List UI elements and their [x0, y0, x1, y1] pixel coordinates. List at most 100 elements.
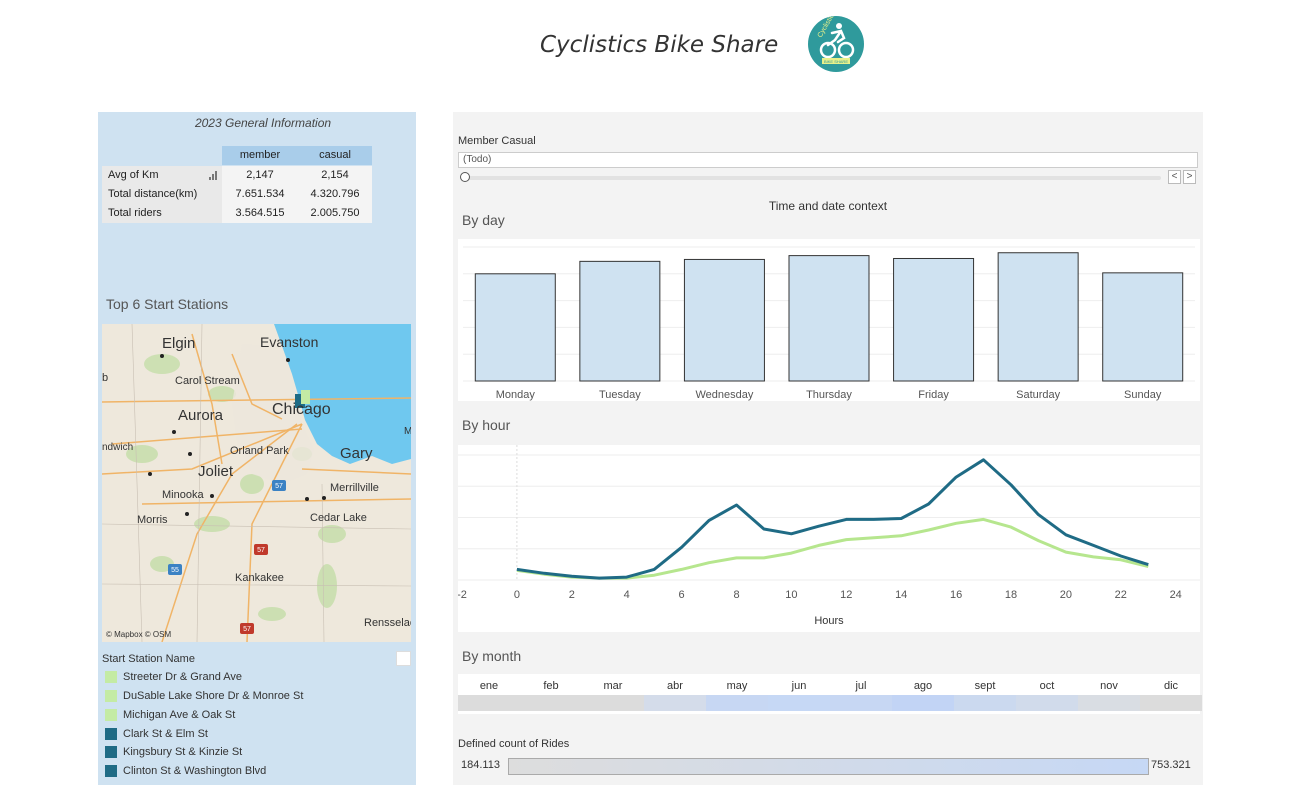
- month-label: ene: [479, 680, 499, 692]
- member-value: 3.564.515: [222, 204, 298, 223]
- month-cell[interactable]: [520, 695, 582, 711]
- day-bar[interactable]: [683, 258, 765, 382]
- highway-shield-icon: 57: [240, 623, 254, 634]
- casual-value: 4.320.796: [298, 185, 372, 204]
- by-hour-chart[interactable]: -2 0 2 4 6 8 10 12 14 16 18 20 22 24 Hours: [457, 445, 1200, 632]
- map-label: Joliet: [198, 463, 234, 480]
- map-label: Cedar Lake: [310, 512, 367, 524]
- month-cell[interactable]: [892, 695, 954, 711]
- sort-bars-icon[interactable]: [208, 171, 218, 180]
- hour-tick-label: 24: [1170, 589, 1182, 601]
- casual-value: 2,154: [298, 166, 372, 185]
- legend-label: Clark St & Elm St: [123, 728, 208, 740]
- filter-slider-handle[interactable]: [460, 172, 470, 182]
- day-tick-label: Friday: [918, 389, 949, 401]
- day-tick-label: Thursday: [806, 389, 852, 401]
- right-panel: Member Casual (Todo) < > Time and date c…: [453, 112, 1203, 785]
- column-header-casual[interactable]: casual: [298, 146, 372, 165]
- hour-tick-label: 18: [1005, 589, 1017, 601]
- svg-text:57: 57: [257, 547, 265, 554]
- day-bar[interactable]: [997, 252, 1079, 382]
- hour-tick-label: 6: [679, 589, 685, 601]
- hour-tick-label: 16: [950, 589, 962, 601]
- column-header-member[interactable]: member: [222, 146, 298, 165]
- day-bar[interactable]: [788, 255, 870, 382]
- month-cell[interactable]: [830, 695, 892, 711]
- stations-map[interactable]: 57 57 57 55 Elgin Evanston Carol Stream …: [102, 324, 411, 642]
- day-tick-label: Wednesday: [695, 389, 753, 401]
- member-value: 7.651.534: [222, 185, 298, 204]
- logo-text: Cyclistic: [817, 16, 836, 39]
- legend-menu-button[interactable]: [396, 651, 411, 666]
- map-label: Gary: [340, 445, 373, 462]
- month-label: abr: [667, 680, 683, 692]
- day-bar[interactable]: [579, 260, 661, 382]
- map-attribution[interactable]: © Mapbox © OSM: [106, 630, 172, 639]
- legend-swatch: [105, 765, 117, 777]
- hour-tick-label: 14: [895, 589, 907, 601]
- month-cell[interactable]: [1016, 695, 1078, 711]
- hour-tick-label: 0: [514, 589, 520, 601]
- month-cell[interactable]: [582, 695, 644, 711]
- hour-series-line[interactable]: [516, 458, 1149, 580]
- hour-tick-label: 4: [624, 589, 630, 601]
- count-legend-label: Defined count of Rides: [458, 738, 570, 750]
- count-legend-min: 184.113: [461, 759, 500, 771]
- slider-next-button[interactable]: >: [1183, 170, 1196, 184]
- by-month-heatmap[interactable]: ene feb mar abr may jun jul ago sept oct nov dic: [458, 674, 1202, 714]
- map-label: Kankakee: [235, 572, 284, 584]
- row-label: Total riders: [102, 204, 222, 223]
- map-label: Rensselae: [364, 617, 411, 629]
- by-day-chart[interactable]: Monday Tuesday Wednesday Thursday Friday Satu…: [458, 239, 1200, 401]
- svg-text:57: 57: [275, 483, 283, 490]
- filter-slider-track[interactable]: [463, 176, 1161, 180]
- hour-tick-label: 22: [1115, 589, 1127, 601]
- month-label: mar: [603, 680, 623, 692]
- map-label: Elgin: [162, 335, 196, 352]
- month-cell[interactable]: [458, 695, 520, 711]
- casual-value: 2.005.750: [298, 204, 372, 223]
- month-cell[interactable]: [954, 695, 1016, 711]
- legend-label: Clinton St & Washington Blvd: [123, 765, 267, 777]
- month-cell[interactable]: [644, 695, 706, 711]
- map-label: Chicago: [272, 401, 331, 418]
- by-hour-title: By hour: [462, 417, 511, 433]
- station-marker[interactable]: [295, 394, 305, 408]
- day-bar[interactable]: [474, 273, 556, 382]
- legend-label: Streeter Dr & Grand Ave: [123, 671, 243, 683]
- day-bar[interactable]: [1102, 272, 1184, 382]
- slider-prev-button[interactable]: <: [1168, 170, 1181, 184]
- month-cell[interactable]: [768, 695, 830, 711]
- map-label: Minooka: [162, 489, 204, 501]
- cyclist-icon: Cyclistic BIKE SHARE: [817, 16, 855, 64]
- map-label: ndwich: [102, 442, 134, 453]
- legend-swatch: [105, 671, 117, 683]
- legend-swatch: [105, 690, 117, 702]
- filter-label: Member Casual: [458, 135, 536, 147]
- legend-swatch: [105, 709, 117, 721]
- month-cell[interactable]: [1078, 695, 1140, 711]
- member-casual-filter[interactable]: (Todo): [458, 152, 1198, 168]
- x-axis-label: Hours: [814, 615, 844, 627]
- highway-shield-icon: 55: [168, 564, 182, 575]
- month-cell[interactable]: [706, 695, 768, 711]
- month-label: oct: [1039, 680, 1055, 692]
- map-label: b: [102, 372, 109, 384]
- legend-label: Kingsbury St & Kinzie St: [123, 746, 243, 758]
- highway-shield-icon: 57: [254, 544, 268, 555]
- dashboard-title: Cyclistics Bike Share: [540, 32, 779, 58]
- station-marker[interactable]: [301, 390, 310, 404]
- map-label: Merrillville: [330, 482, 379, 494]
- table-row: Avg of Km 2,147 2,154: [102, 166, 372, 185]
- day-bar[interactable]: [893, 257, 975, 382]
- map-label: Morris: [137, 514, 168, 526]
- hour-tick-label: 12: [840, 589, 852, 601]
- logo-subtext: BIKE SHARE: [824, 59, 848, 64]
- month-label: jun: [791, 680, 807, 692]
- month-label: jul: [855, 680, 867, 692]
- month-cell[interactable]: [1140, 695, 1202, 711]
- map-label: Orland Park: [230, 445, 289, 457]
- month-label: feb: [543, 680, 559, 692]
- general-info-title: 2023 General Information: [194, 116, 332, 130]
